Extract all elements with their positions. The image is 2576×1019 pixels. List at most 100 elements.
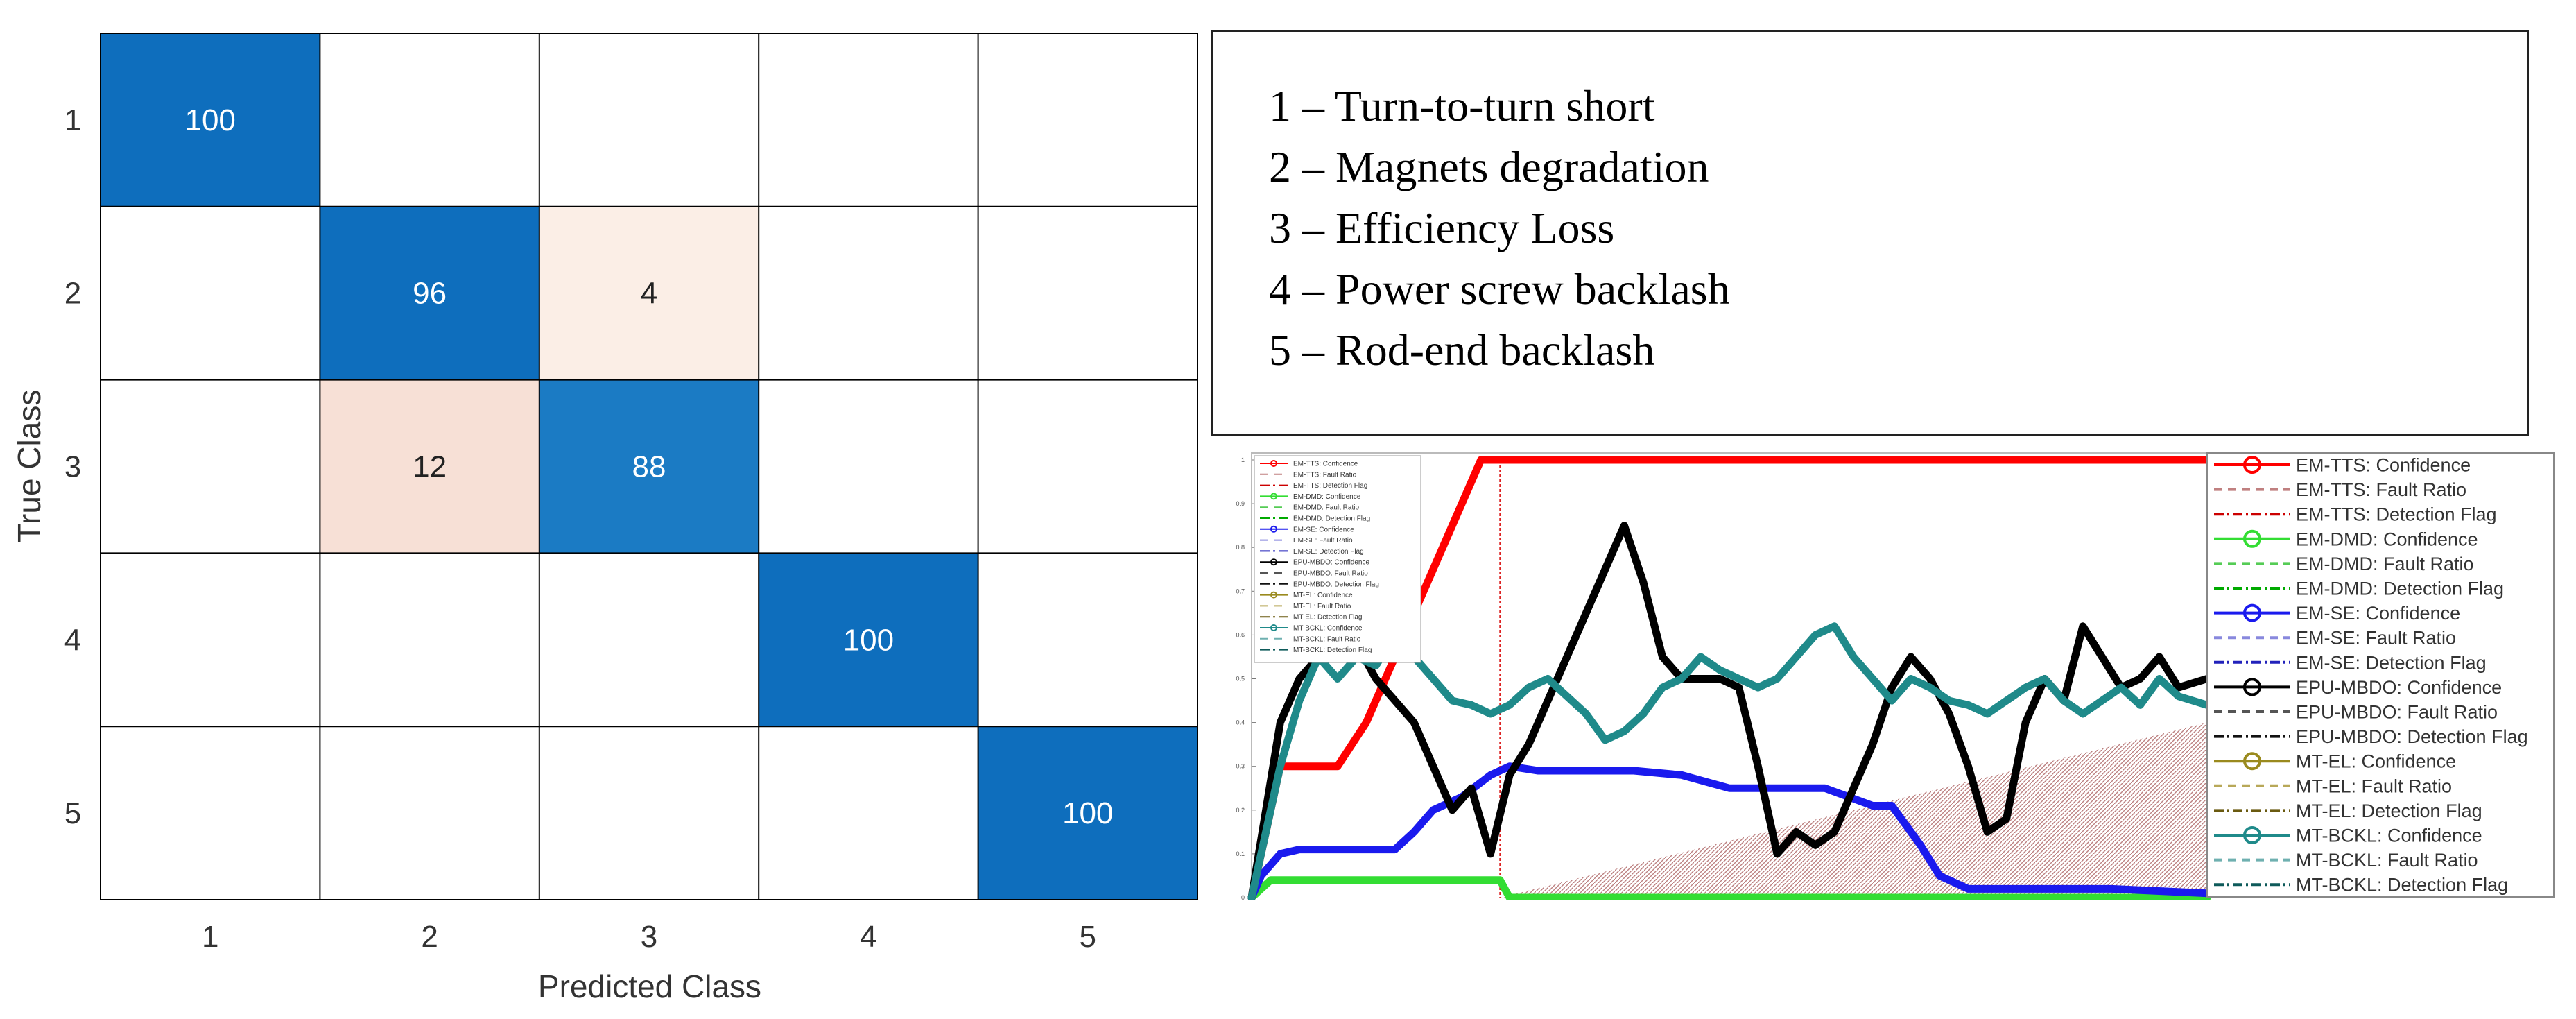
x-axis-label: Predicted Class	[538, 968, 761, 1004]
cell-value-label: 12	[413, 450, 447, 484]
legend-marker	[2243, 456, 2261, 474]
legend-marker	[1270, 624, 1277, 631]
legend-entry: MT-EL: Fault Ratio	[2296, 776, 2452, 796]
legend-entry: EM-DMD: Fault Ratio	[1293, 504, 1359, 512]
legend-marker	[1270, 591, 1277, 599]
series-line	[1247, 456, 2211, 900]
legend-entry: MT-BCKL: Detection Flag	[2296, 875, 2508, 896]
matrix-cell	[978, 206, 1198, 380]
legend-marker	[2243, 678, 2261, 696]
class-legend-item: 5 – Rod-end backlash	[1269, 325, 1655, 375]
legend-entry: EM-TTS: Confidence	[1293, 461, 1358, 468]
matrix-cell	[101, 206, 320, 380]
series-line	[1247, 876, 2211, 900]
legend-entry: EM-TTS: Detection Flag	[1293, 482, 1367, 490]
y-tick-label: 0	[1241, 894, 1245, 900]
matrix-cell	[101, 33, 320, 207]
x-tick-label: 5	[1080, 920, 1096, 954]
legend-marker	[1270, 493, 1277, 500]
legend-entry: EM-DMD: Confidence	[2296, 529, 2478, 549]
legend-entry: EPU-MBDO: Fault Ratio	[1293, 570, 1368, 578]
y-tick-label: 1	[1241, 456, 1245, 463]
y-tick-label: 0.6	[1236, 631, 1245, 638]
legend-entry: EM-SE: Detection Flag	[2296, 652, 2487, 673]
matrix-cell	[759, 379, 978, 554]
y-tick-label: 2	[64, 277, 81, 311]
cell-value-label: 96	[413, 277, 447, 311]
x-tick-label: 4	[860, 920, 876, 954]
class-legend-box: 1 – Turn-to-turn short 2 – Magnets degrad…	[1211, 30, 2529, 436]
legend-marker	[1270, 460, 1277, 467]
y-tick-label: 1	[64, 103, 81, 137]
legend-entry: EM-TTS: Detection Flag	[2296, 504, 2497, 525]
legend-marker	[2243, 826, 2261, 844]
matrix-cell	[539, 33, 759, 207]
matrix-cell	[320, 553, 539, 727]
y-tick-label: 0.9	[1236, 500, 1245, 507]
legend-entry: MT-BCKL: Detection Flag	[1293, 646, 1372, 654]
fault-ratio-band	[1500, 722, 2207, 898]
legend-entry: EM-DMD: Detection Flag	[2296, 578, 2504, 599]
legend-entry: EM-SE: Confidence	[2296, 603, 2460, 624]
legend-entry: MT-BCKL: Confidence	[1293, 625, 1363, 633]
matrix-cell	[978, 379, 1198, 554]
matrix-cell	[320, 206, 539, 380]
legend-entry: EM-SE: Detection Flag	[1293, 548, 1364, 556]
class-legend-item: 4 – Power screw backlash	[1269, 264, 1730, 314]
legend-entry: MT-BCKL: Fault Ratio	[2296, 850, 2478, 871]
x-tick-label: 1	[202, 920, 218, 954]
matrix-cell	[539, 726, 759, 900]
x-tick-label: 3	[641, 920, 657, 954]
legend-entry: MT-EL: Detection Flag	[1293, 614, 1362, 622]
legend-entry: EM-DMD: Fault Ratio	[2296, 554, 2474, 574]
y-tick-label: 3	[64, 450, 81, 484]
matrix-cell	[101, 726, 320, 900]
class-legend-item: 1 – Turn-to-turn short	[1269, 81, 1655, 130]
legend-entry: MT-BCKL: Confidence	[2296, 825, 2482, 846]
cell-value-label: 88	[632, 450, 666, 484]
legend-marker	[1270, 525, 1277, 533]
matrix-cell	[759, 726, 978, 900]
legend-entry: MT-EL: Fault Ratio	[1293, 603, 1351, 610]
class-legend-item: 2 – Magnets degradation	[1269, 142, 1709, 191]
legend-entry: MT-EL: Confidence	[2296, 751, 2456, 772]
legend-marker	[2243, 752, 2261, 771]
legend-entry: EM-SE: Fault Ratio	[2296, 628, 2456, 649]
legend-entry: EM-TTS: Fault Ratio	[1293, 471, 1357, 479]
legend-entry: EPU-MBDO: Confidence	[2296, 677, 2502, 698]
cell-value-label: 100	[184, 103, 235, 137]
series-line	[1247, 522, 2211, 900]
matrix-cell	[320, 379, 539, 554]
legend-entry: EM-TTS: Fault Ratio	[2296, 479, 2466, 500]
matrix-cell	[320, 726, 539, 900]
legend-entry: EPU-MBDO: Confidence	[1293, 559, 1369, 567]
cell-value-label: 4	[641, 277, 657, 311]
matrix-cell	[101, 553, 320, 727]
y-axis-label: True Class	[11, 390, 47, 543]
y-tick-label: 0.3	[1236, 763, 1245, 770]
matrix-cell	[978, 726, 1198, 900]
x-tick-label: 2	[421, 920, 438, 954]
legend-box	[2206, 452, 2555, 898]
matrix-cell	[978, 33, 1198, 207]
legend-marker	[2243, 529, 2261, 548]
cell-value-label: 100	[1062, 796, 1113, 830]
y-tick-label: 0.8	[1236, 544, 1245, 551]
legend-entry: EPU-MBDO: Detection Flag	[2296, 726, 2528, 747]
matrix-cell	[759, 33, 978, 207]
legend-marker	[2243, 603, 2261, 622]
matrix-cell	[539, 553, 759, 727]
matrix-cell	[539, 206, 759, 380]
matrix-cell	[320, 33, 539, 207]
detection-timeseries-chart: 0 0.1 0.2 0.3 0.4 0.5 0.6 0.7 0.8 0.9 1 EM-TTS: Co…	[1211, 446, 2559, 900]
matrix-cell	[978, 553, 1198, 727]
legend-entry: EM-SE: Confidence	[1293, 526, 1354, 533]
legend-entry: EPU-MBDO: Detection Flag	[1293, 581, 1379, 588]
legend-entry: EM-DMD: Confidence	[1293, 493, 1361, 501]
cell-value-label: 100	[843, 623, 894, 657]
legend-entry: MT-BCKL: Fault Ratio	[1293, 635, 1361, 643]
legend-entry: EM-SE: Fault Ratio	[1293, 537, 1353, 545]
legend-entry: EM-TTS: Confidence	[2296, 454, 2471, 475]
class-legend-item: 3 – Efficiency Loss	[1269, 203, 1615, 252]
legend-entry: MT-EL: Confidence	[1293, 592, 1353, 599]
